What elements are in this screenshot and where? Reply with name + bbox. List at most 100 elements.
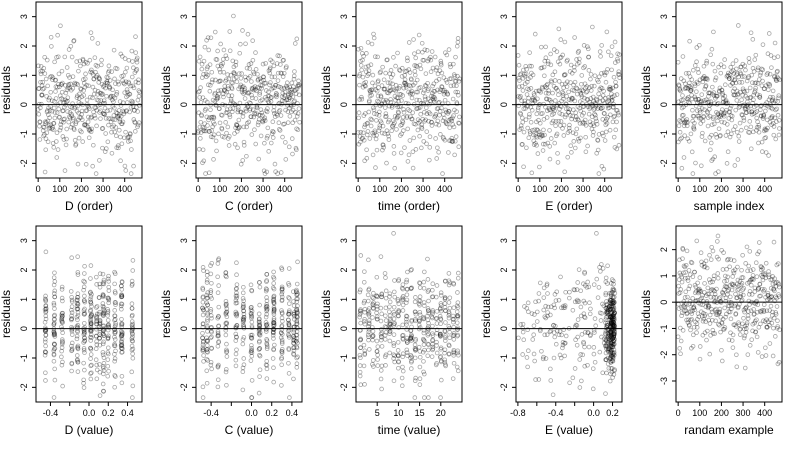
scatter-point bbox=[450, 376, 456, 381]
scatter-point bbox=[582, 117, 588, 123]
scatter-point bbox=[433, 136, 438, 141]
scatter-point bbox=[734, 364, 740, 370]
scatter-point bbox=[710, 61, 716, 67]
scatter-point bbox=[612, 145, 618, 150]
scatter-point bbox=[399, 131, 404, 137]
scatter-point bbox=[285, 85, 291, 91]
scatter-point bbox=[106, 351, 111, 357]
scatter-point bbox=[250, 86, 255, 92]
scatter-point bbox=[697, 99, 702, 105]
scatter-point bbox=[682, 81, 688, 87]
scatter-point bbox=[291, 76, 297, 82]
scatter-point bbox=[278, 335, 284, 340]
scatter-point bbox=[248, 114, 254, 120]
scatter-point bbox=[438, 317, 444, 322]
scatter-point bbox=[747, 95, 753, 101]
scatter-point bbox=[223, 78, 228, 84]
scatter-point bbox=[416, 120, 421, 126]
x-axis-title: sample index bbox=[694, 199, 765, 213]
scatter-point bbox=[417, 281, 423, 286]
scatter-point bbox=[271, 317, 277, 323]
scatter-point bbox=[248, 305, 254, 310]
scatter-point bbox=[60, 330, 65, 335]
scatter-point bbox=[386, 133, 391, 139]
scatter-point bbox=[390, 118, 396, 123]
scatter-point bbox=[537, 120, 543, 126]
scatter-point bbox=[256, 117, 262, 122]
scatter-point bbox=[446, 109, 452, 114]
x-tick-label: 400 bbox=[757, 184, 772, 194]
scatter-point bbox=[280, 90, 286, 96]
scatter-point bbox=[199, 66, 205, 72]
scatter-point bbox=[69, 348, 74, 354]
scatter-point bbox=[582, 95, 587, 101]
scatter-point bbox=[551, 106, 556, 111]
scatter-point bbox=[100, 111, 106, 116]
scatter-point bbox=[417, 318, 422, 324]
scatter-point bbox=[234, 123, 240, 128]
scatter-point bbox=[82, 367, 87, 373]
scatter-point bbox=[100, 145, 105, 151]
scatter-point bbox=[564, 94, 569, 99]
scatter-point bbox=[692, 94, 698, 100]
scatter-point bbox=[218, 41, 223, 47]
scatter-point bbox=[116, 145, 121, 151]
scatter-point bbox=[374, 304, 380, 309]
scatter-point bbox=[204, 335, 209, 341]
scatter-point bbox=[612, 113, 617, 119]
scatter-point bbox=[541, 64, 547, 70]
scatter-point bbox=[408, 335, 414, 340]
scatter-point bbox=[396, 98, 402, 104]
scatter-point bbox=[205, 72, 211, 78]
scatter-point bbox=[46, 126, 52, 131]
x-tick-label: 100 bbox=[372, 184, 387, 194]
scatter-point bbox=[220, 61, 226, 66]
scatter-point bbox=[563, 81, 568, 87]
scatter-point bbox=[205, 323, 210, 329]
scatter-point bbox=[612, 331, 618, 337]
scatter-point bbox=[542, 84, 548, 89]
scatter-point bbox=[417, 133, 422, 139]
scatter-point bbox=[59, 362, 65, 368]
scatter-point bbox=[534, 134, 540, 140]
scatter-point bbox=[442, 295, 448, 300]
scatter-point bbox=[698, 250, 704, 255]
scatter-point bbox=[442, 335, 448, 340]
scatter-point bbox=[45, 139, 51, 145]
scatter-point bbox=[43, 332, 49, 338]
scatter-point bbox=[766, 97, 772, 103]
scatter-point bbox=[547, 107, 552, 112]
scatter-point bbox=[113, 348, 118, 354]
scatter-point bbox=[128, 83, 134, 89]
scatter-point bbox=[75, 272, 81, 277]
scatter-point bbox=[703, 97, 709, 103]
scatter-point bbox=[264, 338, 270, 344]
scatter-point bbox=[69, 328, 75, 334]
scatter-point bbox=[105, 308, 111, 314]
scatter-point bbox=[425, 341, 431, 347]
scatter-point bbox=[60, 359, 65, 365]
scatter-point bbox=[616, 72, 622, 77]
y-tick-label: -1 bbox=[499, 354, 509, 362]
scatter-point bbox=[98, 108, 103, 114]
scatter-point bbox=[391, 144, 397, 149]
scatter-point bbox=[52, 341, 57, 347]
scatter-point bbox=[133, 50, 139, 55]
scatter-point bbox=[65, 95, 71, 100]
scatter-point bbox=[408, 335, 414, 341]
scatter-point bbox=[437, 89, 443, 95]
scatter-point bbox=[281, 70, 287, 76]
scatter-point bbox=[704, 109, 710, 114]
scatter-point bbox=[425, 277, 431, 282]
scatter-point bbox=[731, 92, 737, 98]
scatter-point bbox=[68, 81, 73, 87]
scatter-point bbox=[373, 165, 378, 170]
scatter-point bbox=[366, 109, 372, 115]
scatter-point bbox=[408, 336, 413, 342]
scatter-point bbox=[112, 269, 117, 275]
scatter-point bbox=[363, 64, 369, 70]
scatter-point bbox=[684, 120, 689, 125]
scatter-point bbox=[409, 366, 414, 371]
scatter-point bbox=[234, 323, 240, 328]
scatter-point bbox=[417, 354, 423, 360]
